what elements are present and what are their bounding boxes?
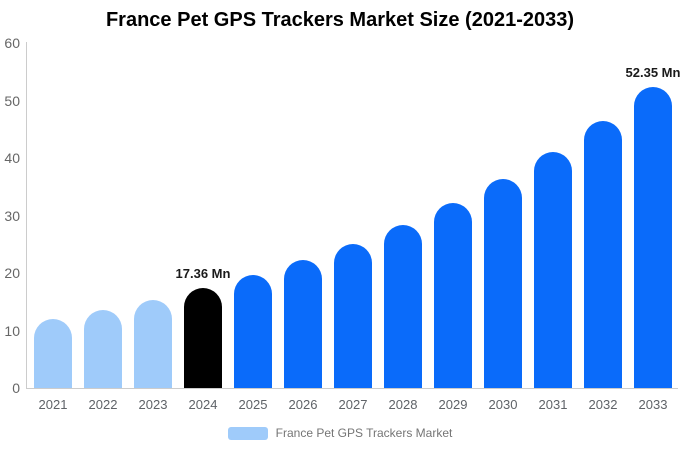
value-label-2033: 52.35 Mn — [625, 64, 680, 80]
legend[interactable]: France Pet GPS Trackers Market — [0, 426, 680, 440]
bar-2023[interactable] — [134, 299, 172, 388]
y-axis-line — [26, 42, 27, 388]
bar-2033[interactable] — [634, 86, 672, 388]
y-tick-label-0: 0 — [12, 380, 20, 396]
bar-2025[interactable] — [234, 275, 272, 388]
bar-2032[interactable] — [584, 121, 622, 388]
bar-2028[interactable] — [384, 224, 422, 388]
y-tick-label-40: 40 — [4, 150, 20, 166]
x-tick-label-2033: 2033 — [638, 397, 668, 412]
y-tick-label-20: 20 — [4, 265, 20, 281]
x-tick-label-2023: 2023 — [138, 397, 168, 412]
bar-2027[interactable] — [334, 243, 372, 388]
x-tick-label-2030: 2030 — [488, 397, 518, 412]
bar-2022[interactable] — [84, 309, 122, 388]
bar-2026[interactable] — [284, 260, 322, 388]
x-tick-label-2022: 2022 — [88, 397, 118, 412]
x-tick-label-2021: 2021 — [38, 397, 68, 412]
y-tick-label-50: 50 — [4, 92, 20, 109]
bar-2021[interactable] — [34, 319, 72, 388]
x-tick-label-2032: 2032 — [588, 397, 618, 412]
y-tick-label-10: 10 — [4, 322, 20, 339]
y-tick-label-30: 30 — [4, 207, 20, 224]
x-tick-label-2028: 2028 — [388, 397, 418, 412]
x-tick-label-2029: 2029 — [438, 397, 468, 412]
x-tick-label-2025: 2025 — [238, 397, 268, 412]
bar-2031[interactable] — [534, 151, 572, 388]
x-tick-label-2024: 2024 — [188, 397, 218, 412]
x-tick-label-2027: 2027 — [338, 397, 368, 412]
x-tick-label-2026: 2026 — [288, 397, 318, 412]
legend-label: France Pet GPS Trackers Market — [275, 426, 453, 440]
value-label-2024: 17.36 Mn — [175, 266, 231, 282]
bar-2030[interactable] — [484, 179, 522, 388]
chart-title: France Pet GPS Trackers Market Size (202… — [105, 9, 575, 31]
x-tick-label-2031: 2031 — [538, 397, 568, 412]
bar-2024[interactable] — [184, 288, 222, 388]
x-axis-line — [26, 388, 678, 389]
legend-swatch-icon — [227, 426, 268, 440]
bar-2029[interactable] — [434, 203, 472, 388]
y-tick-label-60: 60 — [4, 35, 20, 51]
